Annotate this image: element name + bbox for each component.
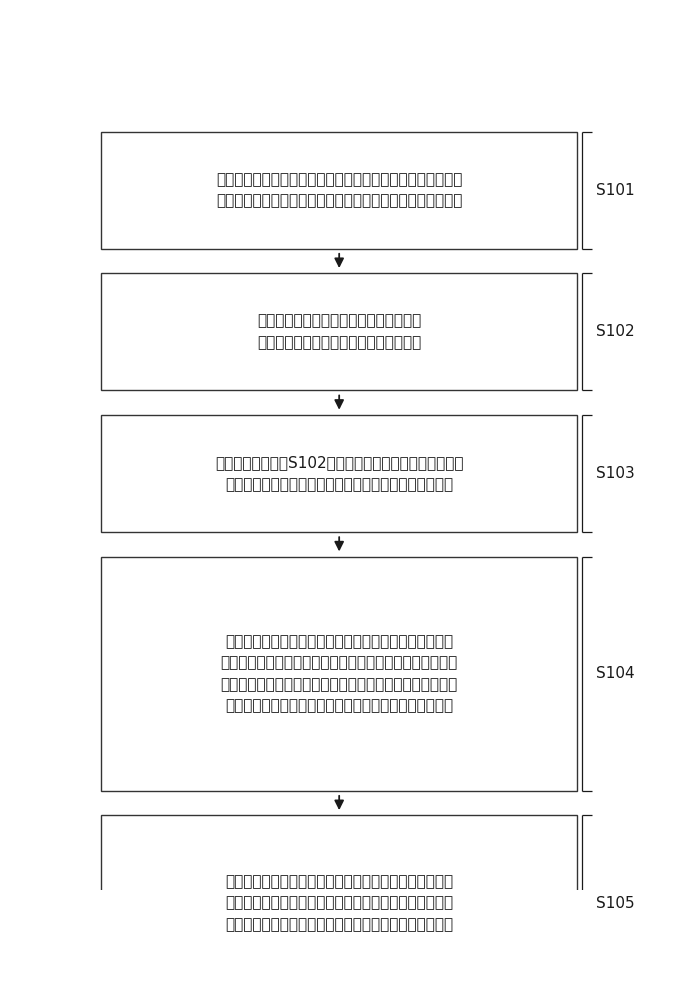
Bar — [102, 415, 577, 532]
Text: S102: S102 — [595, 324, 635, 339]
Text: S101: S101 — [595, 183, 635, 198]
Text: 所述移动充电车根据自身的定位信息和所述充电请求信息
中的停车位位置信息规划第二路线，所述移动充电车拖着
所述移动电池包根据所述第二路线行驶到到达所述停车位: 所述移动充电车根据自身的定位信息和所述充电请求信息 中的停车位位置信息规划第二路… — [225, 874, 453, 932]
Text: 所述服务器将步骤S102中被选中的所述移动电池包的定位
信息发送给所述停车场内一未进行充电操作的移动充电车: 所述服务器将步骤S102中被选中的所述移动电池包的定位 信息发送给所述停车场内一… — [215, 455, 464, 492]
Text: S104: S104 — [595, 666, 635, 681]
Bar — [102, 815, 577, 991]
Text: 所述移动充电车根据自身的定位信息和所述移动电池包的
定位信息规划第一路线，根据所述第一路线行驶到所述移动
电池包，并与所述移动电池包可拆卸地连接在一起，所述移
: 所述移动充电车根据自身的定位信息和所述移动电池包的 定位信息规划第一路线，根据所… — [221, 634, 458, 714]
Text: S103: S103 — [595, 466, 635, 481]
Bar — [102, 132, 577, 249]
Text: 一电动车停泊于停车场的一停车位，一移动终端发送包含所述
停车位的位置信息和需求电量信息的充电请求信息到一服务器: 一电动车停泊于停车场的一停车位，一移动终端发送包含所述 停车位的位置信息和需求电… — [216, 172, 462, 208]
Text: S105: S105 — [595, 896, 635, 911]
Bar — [102, 273, 577, 390]
Bar — [102, 557, 577, 791]
Text: 所述服务器在所述停车场内选择一所述充
电请求信息中需求电量信息的移动电池包: 所述服务器在所述停车场内选择一所述充 电请求信息中需求电量信息的移动电池包 — [257, 313, 421, 350]
